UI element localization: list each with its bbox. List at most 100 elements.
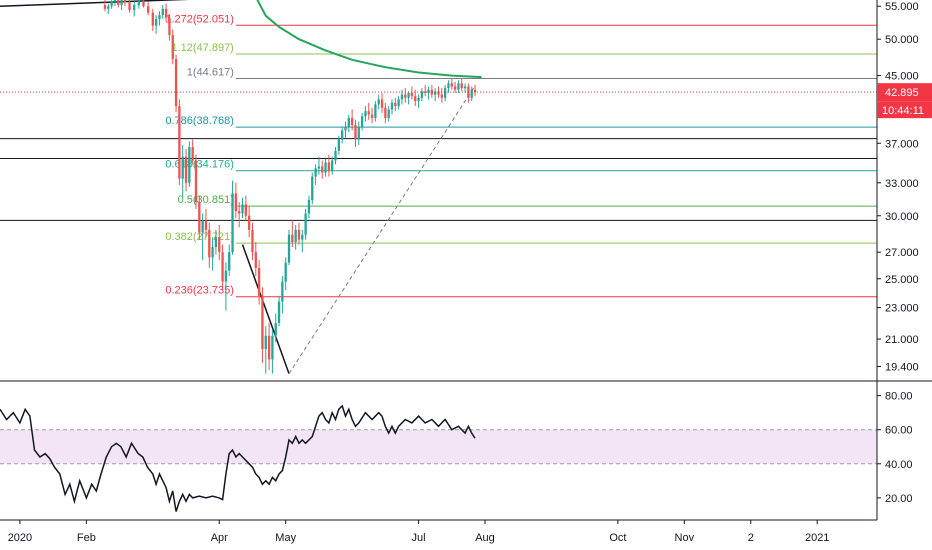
candle-33 — [221, 244, 224, 291]
candle-body — [158, 15, 161, 20]
candle-body — [453, 86, 457, 90]
candle-body — [291, 234, 294, 243]
time-tick-label-4: Jul — [412, 532, 426, 544]
candle-body — [188, 147, 191, 183]
candle-6 — [123, 0, 127, 7]
candle-body — [231, 193, 234, 253]
candle-body — [447, 83, 450, 89]
candle-67 — [334, 147, 337, 165]
fib-label-2: 1(44.617) — [187, 67, 234, 79]
candle-body — [117, 0, 120, 5]
candle-body — [410, 92, 414, 97]
candle-84 — [390, 99, 394, 115]
candle-0 — [103, 0, 107, 12]
candle-81 — [380, 92, 384, 113]
price-tick-label-3: 37.000 — [885, 138, 919, 150]
candle-76 — [364, 106, 367, 122]
candle-55 — [294, 225, 297, 250]
last-price-label: 42.895 — [885, 87, 919, 99]
candle-body — [120, 0, 123, 5]
candle-body — [181, 156, 184, 179]
candle-body — [337, 139, 341, 151]
candle-14 — [158, 11, 161, 26]
candle-body — [103, 4, 107, 9]
candle-body — [257, 267, 261, 296]
candle-body — [420, 91, 424, 98]
time-tick-label-2: Apr — [211, 532, 228, 544]
candle-body — [277, 301, 281, 323]
candle-2 — [110, 0, 113, 9]
candle-13 — [154, 15, 158, 34]
candle-103 — [453, 81, 457, 93]
candle-body — [123, 0, 127, 3]
candle-24 — [191, 139, 194, 165]
candle-30 — [211, 237, 214, 271]
candle-body — [424, 91, 427, 93]
candle-body — [394, 102, 397, 107]
candle-83 — [387, 106, 390, 122]
candle-46 — [264, 326, 267, 374]
candle-19 — [174, 54, 178, 113]
candle-body — [314, 168, 317, 177]
candle-body — [234, 193, 238, 212]
candle-body — [307, 199, 311, 214]
candle-54 — [291, 220, 294, 248]
candle-body — [357, 126, 360, 140]
candle-body — [404, 94, 407, 98]
time-tick-label-5: Aug — [475, 532, 495, 544]
candle-body — [341, 130, 344, 140]
candle-body — [204, 220, 208, 230]
candle-body — [171, 35, 174, 60]
candle-body — [154, 19, 158, 26]
candle-35 — [228, 244, 231, 277]
candle-body — [254, 252, 257, 268]
countdown-label: 10:44:11 — [882, 105, 924, 117]
candle-body — [294, 229, 297, 243]
candle-body — [327, 162, 331, 171]
candle-body — [350, 118, 354, 126]
candle-body — [218, 237, 221, 253]
candle-96 — [430, 84, 434, 98]
price-tick-label-4: 33.000 — [885, 178, 919, 190]
rsi-tick-label-3: 20.00 — [885, 493, 913, 505]
candle-body — [251, 229, 254, 253]
fib-label-5: 0.5(30.851) — [178, 194, 234, 206]
candle-body — [463, 86, 467, 89]
candle-22 — [184, 148, 188, 192]
candle-29 — [208, 222, 211, 268]
price-tick-label-0: 55.000 — [885, 1, 919, 13]
candle-body — [360, 116, 364, 127]
candle-body — [311, 176, 314, 200]
candle-21 — [181, 145, 184, 198]
candle-71 — [347, 114, 350, 133]
candle-body — [364, 111, 367, 117]
candle-44 — [257, 259, 261, 305]
candle-body — [374, 104, 377, 119]
moving-average-line — [256, 0, 482, 79]
price-tick-label-10: 19.400 — [885, 361, 919, 373]
candle-78 — [370, 107, 374, 124]
candle-body — [427, 89, 430, 93]
candle-body — [334, 150, 337, 161]
candle-body — [224, 270, 228, 282]
candle-7 — [128, 0, 131, 13]
candle-41 — [247, 206, 251, 238]
trend-line-0 — [0, 0, 190, 7]
candle-32 — [218, 225, 221, 260]
candle-body — [178, 106, 181, 179]
candle-body — [113, 0, 117, 2]
candle-102 — [450, 78, 453, 90]
candle-body — [211, 247, 214, 258]
time-tick-label-9: 2021 — [805, 532, 829, 544]
candle-93 — [420, 88, 424, 102]
candle-body — [241, 204, 244, 214]
fib-label-7: 0.236(23.735) — [165, 285, 234, 297]
candle-37 — [234, 182, 238, 219]
time-tick-label-1: Feb — [77, 532, 96, 544]
candle-73 — [354, 119, 357, 148]
candle-86 — [397, 96, 400, 110]
candle-25 — [194, 154, 198, 209]
candle-body — [331, 160, 334, 171]
candle-body — [146, 6, 150, 13]
price-tick-label-6: 27.000 — [885, 247, 919, 259]
